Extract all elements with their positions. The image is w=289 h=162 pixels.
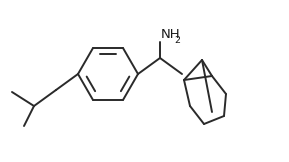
Text: NH: NH: [161, 28, 181, 41]
Text: 2: 2: [174, 36, 180, 45]
